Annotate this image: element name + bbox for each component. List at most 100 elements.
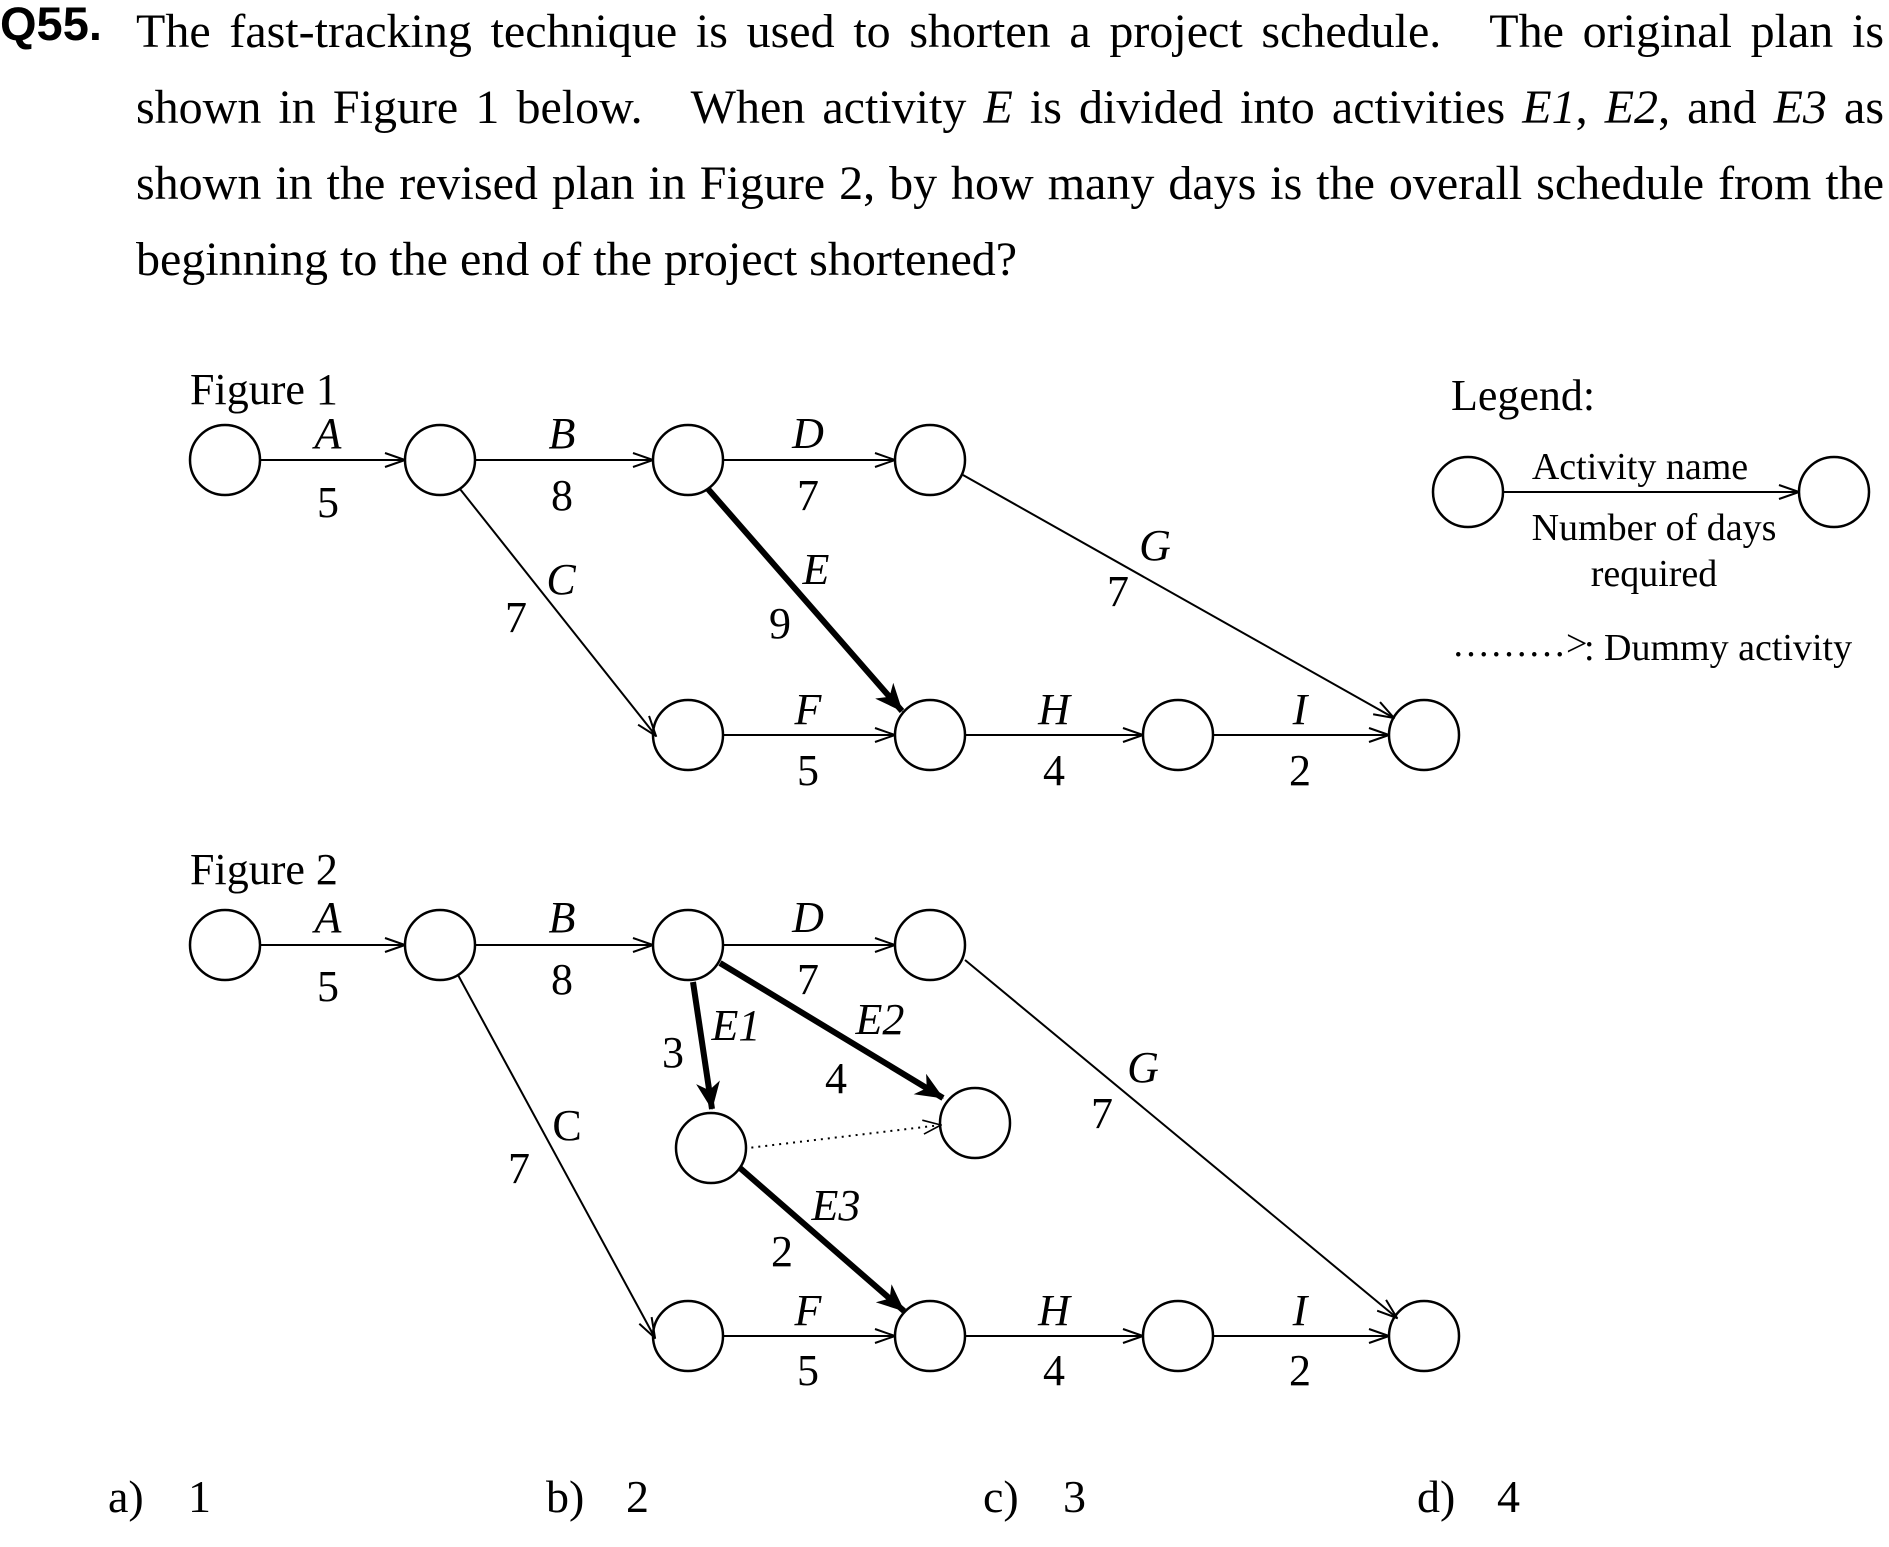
node bbox=[403, 423, 477, 497]
activity-days: 7 bbox=[797, 471, 819, 520]
legend-days-line2: required bbox=[1591, 553, 1718, 595]
activity-arrow-c bbox=[459, 488, 656, 736]
activity-label: A bbox=[312, 409, 343, 458]
legend-dummy-text: : Dummy activity bbox=[1584, 627, 1852, 669]
activity-days: 2 bbox=[1289, 746, 1311, 795]
node bbox=[1387, 1299, 1461, 1373]
legend-node-start bbox=[1431, 455, 1505, 529]
node bbox=[403, 908, 477, 982]
node bbox=[893, 698, 967, 772]
dummy-activity-arrow bbox=[747, 1125, 941, 1149]
question-text-part: is divided into activities bbox=[1012, 81, 1523, 134]
option-value: 2 bbox=[626, 1471, 649, 1522]
activity-label: F bbox=[794, 685, 823, 734]
question-text-part: E bbox=[983, 81, 1013, 134]
option-label: d) bbox=[1417, 1471, 1456, 1522]
question-text: The fast-tracking technique is used to s… bbox=[136, 0, 1884, 298]
activity-days: 8 bbox=[551, 955, 573, 1004]
question-text-part: E1 bbox=[1522, 81, 1576, 134]
activity-arrow-e2 bbox=[718, 960, 945, 1101]
activity-label: G bbox=[1139, 521, 1171, 570]
option-label: b) bbox=[546, 1471, 585, 1522]
answer-option-b[interactable]: b) 2 bbox=[546, 1470, 649, 1523]
activity-days: 9 bbox=[769, 599, 791, 648]
activity-days: 2 bbox=[1289, 1346, 1311, 1395]
activity-arrow-e3 bbox=[738, 1165, 906, 1314]
activity-label: D bbox=[791, 409, 824, 458]
node bbox=[1141, 698, 1215, 772]
activity-days: 3 bbox=[662, 1028, 684, 1077]
question-number: Q55. bbox=[0, 0, 102, 50]
answer-option-a[interactable]: a) 1 bbox=[108, 1470, 211, 1523]
option-value: 1 bbox=[188, 1471, 211, 1522]
answer-option-c[interactable]: c) 3 bbox=[983, 1470, 1086, 1523]
figure-1: Figure 1 A 5 B 8 C bbox=[188, 365, 1461, 795]
node bbox=[188, 908, 262, 982]
activity-label: G bbox=[1127, 1043, 1159, 1092]
node bbox=[651, 1299, 725, 1373]
activity-arrow-c bbox=[457, 974, 655, 1338]
option-label: c) bbox=[983, 1471, 1019, 1522]
activity-label: E3 bbox=[811, 1181, 861, 1230]
activity-label: E2 bbox=[855, 995, 905, 1044]
activity-days: 7 bbox=[797, 955, 819, 1004]
option-value: 4 bbox=[1497, 1471, 1520, 1522]
activity-days: 8 bbox=[551, 471, 573, 520]
activity-label: D bbox=[791, 893, 824, 942]
activity-days: 4 bbox=[1043, 746, 1065, 795]
figure-1-title: Figure 1 bbox=[190, 365, 338, 414]
legend-title: Legend: bbox=[1451, 371, 1595, 420]
answer-option-d[interactable]: d) 4 bbox=[1417, 1470, 1520, 1523]
node bbox=[938, 1086, 1012, 1160]
legend-node-end bbox=[1797, 455, 1871, 529]
activity-label: A bbox=[312, 893, 343, 942]
activity-days: 7 bbox=[1107, 567, 1129, 616]
node bbox=[651, 423, 725, 497]
option-value: 3 bbox=[1063, 1471, 1086, 1522]
node bbox=[188, 423, 262, 497]
node bbox=[893, 1299, 967, 1373]
node bbox=[674, 1111, 748, 1185]
activity-label: E1 bbox=[711, 1001, 761, 1050]
legend: Legend: Activity name Number of days req… bbox=[1431, 371, 1871, 669]
question-text-part: The fast-tracking technique is used to s… bbox=[136, 5, 1884, 134]
node bbox=[893, 908, 967, 982]
legend-activity-name: Activity name bbox=[1532, 446, 1748, 488]
activity-days: 4 bbox=[1043, 1346, 1065, 1395]
activity-days: 7 bbox=[1091, 1089, 1113, 1138]
activity-label: H bbox=[1037, 1286, 1072, 1335]
node bbox=[1387, 698, 1461, 772]
activity-label: I bbox=[1292, 1286, 1310, 1335]
question-text-part: , bbox=[1575, 81, 1605, 134]
node bbox=[651, 908, 725, 982]
activity-label: E bbox=[802, 545, 830, 594]
activity-label: I bbox=[1292, 685, 1310, 734]
question-text-part: , and bbox=[1658, 81, 1774, 134]
activity-days: 5 bbox=[317, 962, 339, 1011]
activity-label: H bbox=[1037, 685, 1072, 734]
activity-days: 7 bbox=[508, 1144, 530, 1193]
activity-days: 4 bbox=[825, 1054, 847, 1103]
node bbox=[893, 423, 967, 497]
activity-label: C bbox=[546, 555, 576, 604]
activity-label: B bbox=[549, 893, 576, 942]
activity-days: 5 bbox=[797, 746, 819, 795]
figure-2: Figure 2 A bbox=[188, 845, 1461, 1395]
legend-dummy-symbol: ………> bbox=[1452, 623, 1587, 665]
question-text-part: as shown in the revised plan in Figure 2… bbox=[136, 81, 1885, 286]
node bbox=[651, 698, 725, 772]
activity-days: 2 bbox=[771, 1227, 793, 1276]
activity-arrow-g bbox=[964, 959, 1397, 1318]
node bbox=[1141, 1299, 1215, 1373]
activity-label: B bbox=[549, 409, 576, 458]
activity-label: C bbox=[552, 1101, 581, 1150]
activity-days: 7 bbox=[505, 593, 527, 642]
activity-days: 5 bbox=[317, 478, 339, 527]
activity-arrow-e1 bbox=[690, 981, 720, 1110]
legend-days-line1: Number of days bbox=[1532, 507, 1777, 549]
option-label: a) bbox=[108, 1471, 144, 1522]
figure-2-title: Figure 2 bbox=[190, 845, 338, 894]
question-text-part: E2 bbox=[1604, 81, 1659, 134]
activity-arrow-g bbox=[962, 474, 1394, 718]
